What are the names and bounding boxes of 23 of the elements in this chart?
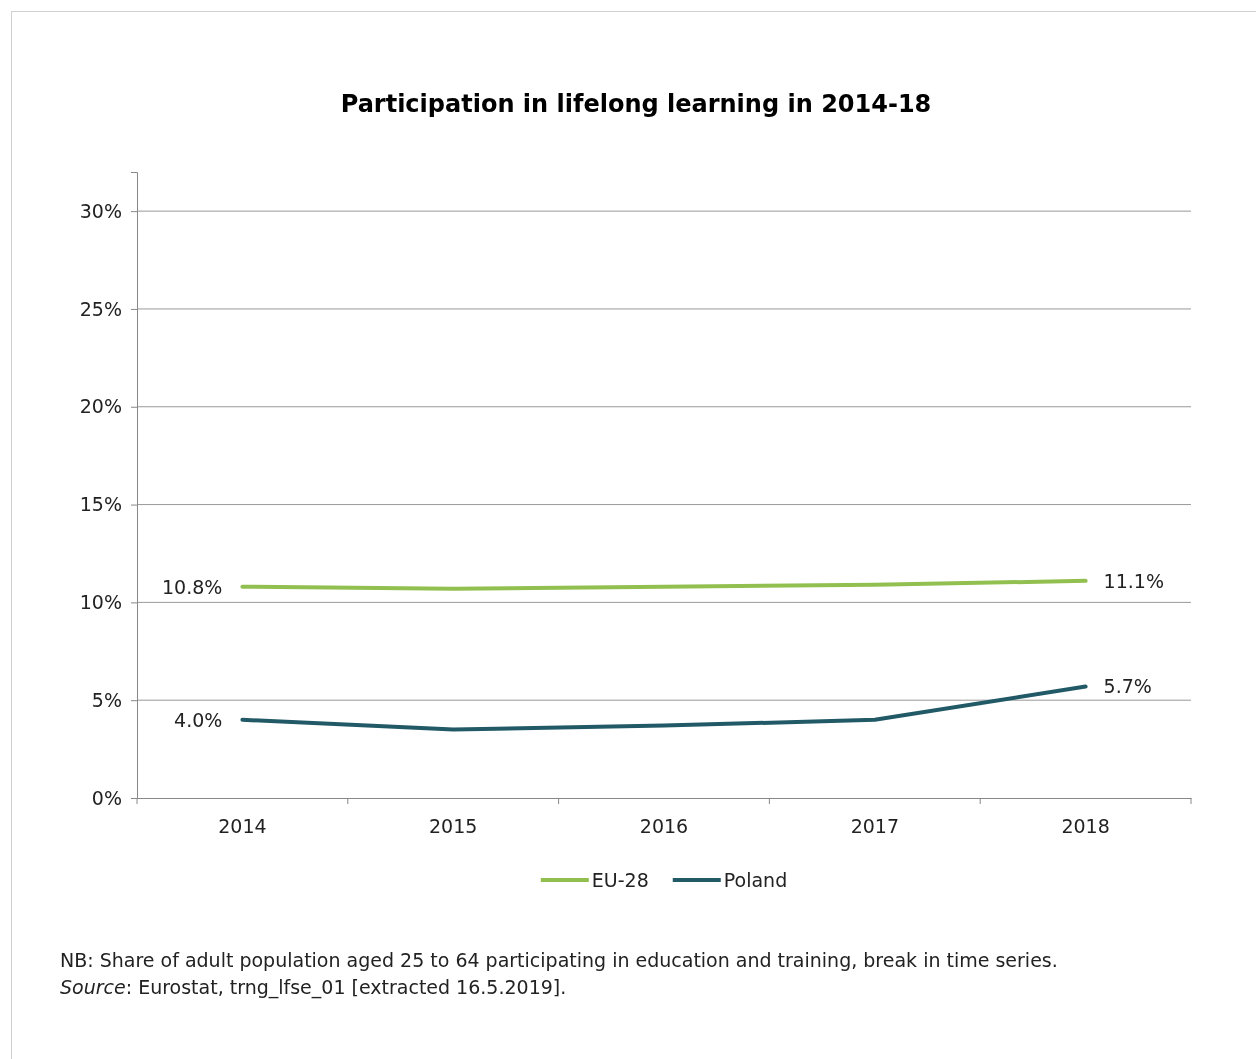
text: NB: Share of adult population aged 25 to 64 participating in education and training, break in time series. <box>60 949 1058 971</box>
y-tick-label: 30% <box>79 199 122 222</box>
x-tick-label: 2017 <box>850 815 899 838</box>
x-tick-label: 2014 <box>218 815 267 838</box>
source-note: Source: Eurostat, trng_lfse_01 [extracted 16.5.2019]. <box>60 976 567 999</box>
x-tick-label: 2018 <box>1061 815 1110 838</box>
data-label: 10.8% <box>162 575 223 598</box>
y-tick-label: 0% <box>91 786 122 809</box>
y-tick-label: 15% <box>79 493 122 516</box>
legend-label: Poland <box>723 869 788 891</box>
data-label: 5.7% <box>1103 675 1152 698</box>
data-label: 4.0% <box>174 708 223 731</box>
chart-title: Participation in lifelong learning in 2014-18 <box>340 90 932 118</box>
data-label: 11.1% <box>1103 569 1164 592</box>
y-tick-label: 20% <box>79 395 122 418</box>
legend-label: EU-28 <box>591 869 649 891</box>
x-tick-label: 2016 <box>639 815 689 838</box>
line-series <box>240 684 1088 732</box>
line-series <box>240 578 1088 591</box>
y-tick-label: 5% <box>91 688 122 711</box>
y-tick-label: 25% <box>79 297 122 320</box>
y-tick-label: 10% <box>79 590 122 613</box>
x-tick-label: 2015 <box>429 815 478 838</box>
